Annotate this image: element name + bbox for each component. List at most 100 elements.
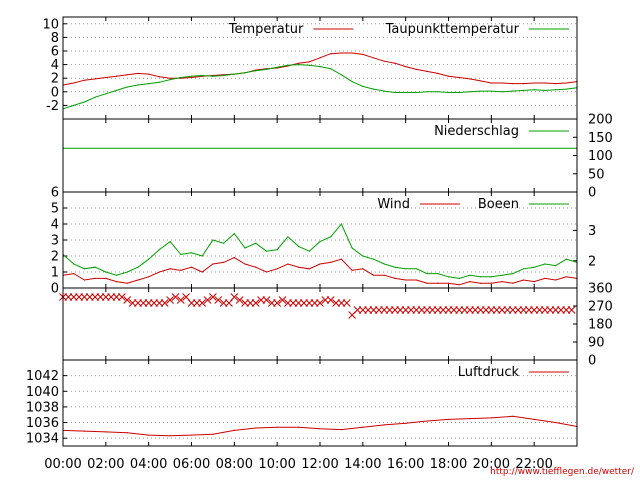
wind-boeen-point xyxy=(190,252,193,254)
x-tick-label: 16:00 xyxy=(387,457,424,472)
temperature-taupunkttemperatur-point xyxy=(415,91,417,94)
wind-wind-point xyxy=(512,282,514,284)
temperature-taupunkttemperatur-point xyxy=(405,91,407,94)
wind-direction-marker xyxy=(567,306,576,314)
temperature-temperatur-point xyxy=(297,62,300,64)
wind-direction-right-tick-label: 90 xyxy=(588,336,605,351)
temperature-taupunkttemperatur-point xyxy=(490,90,492,92)
temperature-temperatur-point xyxy=(490,82,492,84)
wind-boeen-point xyxy=(565,258,567,260)
temperature-temperatur-point xyxy=(94,78,96,80)
temperature-taupunkttemperatur-point xyxy=(372,88,375,90)
wind-wind-point xyxy=(544,277,546,279)
wind-direction-marker xyxy=(171,293,180,301)
pressure-y-tick-label: 1040 xyxy=(26,385,59,400)
wind-boeen-point xyxy=(458,277,460,279)
wind-wind-point xyxy=(426,282,428,284)
temperature-temperatur-point xyxy=(308,61,310,63)
wind-y-tick-label: 6 xyxy=(51,186,59,201)
wind-wind-point xyxy=(565,276,567,278)
wind-wind-point xyxy=(340,258,343,260)
wind-boeen-point xyxy=(233,233,235,235)
wind-wind-point xyxy=(351,269,353,271)
wind-wind-point xyxy=(233,257,235,259)
temperature-temperatur-point xyxy=(319,57,321,59)
wind-wind-point xyxy=(490,282,492,284)
temperature-temperatur-point xyxy=(351,52,353,54)
wind-wind-point xyxy=(362,268,364,270)
wind-boeen-point xyxy=(255,242,257,244)
temperature-y-tick-label: 10 xyxy=(42,17,59,32)
temperature-temperatur-point xyxy=(544,82,546,84)
wind-wind-point xyxy=(501,281,503,283)
x-tick-label: 10:00 xyxy=(258,457,295,472)
wind-wind-point xyxy=(415,279,417,281)
wind-wind-point xyxy=(458,284,460,286)
pressure-luftdruck-point xyxy=(212,433,214,435)
pressure-luftdruck-point xyxy=(340,428,343,431)
credit-url[interactable]: http://www.tiefflegen.de/wetter/ xyxy=(490,467,635,477)
wind-direction-marker xyxy=(235,296,244,304)
wind-direction-marker xyxy=(198,299,207,307)
wind-direction-marker xyxy=(230,293,239,301)
temperature-temperatur-point xyxy=(405,66,407,68)
wind-wind-point xyxy=(308,268,310,270)
pressure-luftdruck-point xyxy=(255,427,257,429)
temperature-taupunkttemperatur-point xyxy=(105,93,107,95)
wind-wind-point xyxy=(105,277,107,279)
pressure-luftdruck-point xyxy=(554,421,557,424)
wind-wind-point xyxy=(201,271,203,273)
wind-boeen-point xyxy=(105,271,107,273)
temperature-taupunkttemperatur-point xyxy=(469,91,471,93)
wind-boeen-point xyxy=(501,274,503,276)
wind-wind-point xyxy=(83,279,86,281)
wind-wind-point xyxy=(437,282,439,284)
wind-direction-right-tick-label: 0 xyxy=(588,354,596,369)
wind-wind-point xyxy=(405,279,407,281)
legend-label-luftdruck: Luftdruck xyxy=(458,365,520,380)
wind-direction-right-tick-label: 180 xyxy=(588,318,613,333)
pressure-luftdruck-point xyxy=(490,417,492,419)
temperature-taupunkttemperatur-point xyxy=(201,74,203,77)
wind-boeen-point xyxy=(276,249,278,251)
wind-direction-right-tick-label: 360 xyxy=(588,282,613,297)
wind-boeen-point xyxy=(126,271,128,273)
wind-boeen-point xyxy=(148,258,150,260)
wind-right-tick-label: 2 xyxy=(588,254,596,269)
temperature-taupunkttemperatur-point xyxy=(244,72,246,74)
wind-wind-point xyxy=(554,279,557,281)
pressure-luftdruck-point xyxy=(512,415,514,417)
wind-y-tick-label: 2 xyxy=(51,250,59,265)
pressure-luftdruck-point xyxy=(83,430,86,432)
wind-boeen-point xyxy=(533,266,535,268)
temperature-taupunkttemperatur-point xyxy=(212,75,214,77)
wind-boeen-point xyxy=(330,236,332,238)
wind-wind-point xyxy=(73,273,75,275)
wind-direction-marker xyxy=(342,299,351,307)
pressure-y-tick-label: 1036 xyxy=(26,416,59,431)
pressure-luftdruck-point xyxy=(383,424,385,426)
wind-right-tick-label: 3 xyxy=(588,224,596,239)
wind-wind-point xyxy=(383,274,385,276)
pressure-luftdruck-point xyxy=(362,426,364,428)
temperature-taupunkttemperatur-point xyxy=(426,91,428,93)
wind-wind-point xyxy=(255,266,257,268)
wind-wind-point xyxy=(447,282,450,284)
wind-wind-point xyxy=(394,277,396,279)
x-tick-label: 14:00 xyxy=(344,457,381,472)
wind-y-tick-label: 5 xyxy=(51,202,59,217)
temperature-taupunkttemperatur-point xyxy=(148,83,150,85)
wind-boeen-point xyxy=(137,266,139,268)
wind-direction-marker xyxy=(118,293,126,301)
pressure-y-tick-label: 1042 xyxy=(26,369,59,384)
temperature-taupunkttemperatur-point xyxy=(437,91,439,93)
pressure-luftdruck-point xyxy=(190,434,193,436)
x-tick-label: 20:00 xyxy=(473,457,510,472)
wind-direction-marker xyxy=(273,299,282,307)
wind-boeen-point xyxy=(223,242,225,244)
pressure-luftdruck-point xyxy=(426,420,428,422)
wind-boeen-point xyxy=(405,268,407,270)
x-tick-label: 12:00 xyxy=(301,457,338,472)
x-tick-label: 18:00 xyxy=(430,457,467,472)
